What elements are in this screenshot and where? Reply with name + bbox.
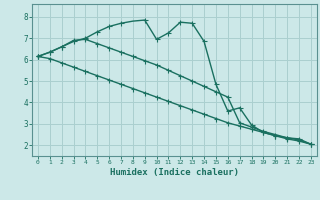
X-axis label: Humidex (Indice chaleur): Humidex (Indice chaleur) bbox=[110, 168, 239, 177]
